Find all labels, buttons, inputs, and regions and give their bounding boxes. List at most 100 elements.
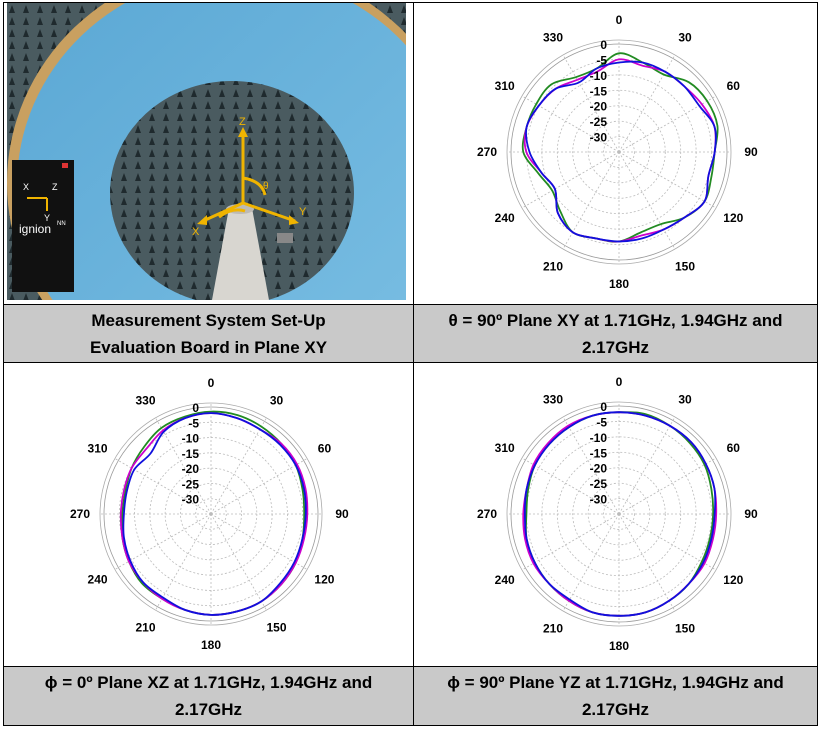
radial-tick-label: -20 (590, 462, 608, 476)
pattern-series-line (122, 412, 307, 616)
grid-spoke (210, 458, 308, 515)
grid-circle (572, 467, 666, 561)
caption-line: θ = 90º Plane XY at 1.71GHz, 1.94GHz and (448, 310, 783, 330)
polar-chart-xz: 03060901201501802102402703103300-5-10-15… (70, 376, 349, 652)
grid-circle (603, 498, 635, 530)
caption-measurement-setup: Measurement System Set-Up Evaluation Boa… (4, 305, 413, 362)
pattern-series-line (521, 52, 719, 243)
table-divider-row1 (3, 304, 818, 305)
axis-x-label: X (192, 226, 200, 238)
radial-tick-label: -30 (590, 493, 608, 507)
measurement-setup-photo: X Z Y ignion NN Z Y X θ (7, 3, 406, 300)
grid-spoke (562, 513, 620, 612)
grid-circle (195, 498, 227, 530)
grid-spoke (562, 416, 620, 515)
outer-ring (506, 39, 732, 265)
angle-tick-label: 150 (675, 259, 695, 273)
outer-ring (99, 402, 323, 626)
angle-tick-label: 270 (70, 507, 90, 521)
radial-tick-label: -15 (590, 84, 608, 98)
angle-tick-label: 30 (678, 31, 692, 45)
angle-tick-label: 180 (609, 639, 629, 653)
angle-tick-label: 210 (135, 620, 155, 634)
board-axis-x-label: X (23, 182, 29, 192)
grid-circle (587, 482, 651, 546)
radial-tick-label: -20 (182, 462, 200, 476)
radial-tick-label: -25 (590, 477, 608, 491)
angle-tick-label: 0 (616, 13, 623, 27)
radial-tick-label: 0 (600, 38, 607, 52)
caption-plane-yz: ϕ = 90º Plane YZ at 1.71GHz, 1.94GHz and… (414, 667, 817, 725)
caption-line: ϕ = 0º Plane XZ at 1.71GHz, 1.94GHz and (44, 673, 373, 692)
polar-chart-xy-cell: 0 30 60 90 120 150 180 210 240 270 310 330 0 -5 -10 -15… (414, 3, 818, 304)
grid-spoke (155, 417, 212, 515)
grid-spoke (618, 151, 676, 250)
radial-tick-label: -15 (182, 447, 200, 461)
grid-spoke (618, 151, 717, 209)
caption-line: 2.17GHz (174, 700, 243, 719)
grid-spoke (521, 457, 620, 515)
grid-spoke (210, 513, 308, 570)
angle-tick-label: 330 (543, 31, 563, 45)
grid-spoke (210, 513, 267, 611)
grid-circle (103, 406, 319, 622)
grid-circle (572, 105, 666, 199)
angle-tick-label: 90 (744, 145, 758, 159)
axis-y-label: Y (299, 206, 307, 218)
caption-line: Measurement System Set-Up (91, 310, 326, 330)
angle-tick-label: 0 (208, 376, 215, 390)
radial-tick-label: -10 (590, 431, 608, 445)
grid-circle (118, 421, 304, 607)
radial-tick-label: -25 (182, 477, 200, 491)
radial-tick-label: -15 (590, 446, 608, 460)
caption-plane-xz: ϕ = 0º Plane XZ at 1.71GHz, 1.94GHz and … (4, 667, 413, 725)
radial-tick-label: 0 (192, 401, 199, 415)
grid-spoke (618, 416, 676, 515)
caption-line: ϕ = 90º Plane YZ at 1.71GHz, 1.94GHz and (447, 673, 784, 692)
pattern-series-line (525, 60, 717, 243)
table-divider-row3 (3, 666, 818, 667)
caption-line: 2.17GHz (581, 700, 650, 719)
polar-chart-xy: 03060901201501802102402703103300-5-10-15… (477, 13, 758, 291)
coordinate-system-icon (202, 133, 296, 223)
board-axes-icon (27, 197, 48, 211)
radial-tick-label: -5 (188, 416, 199, 430)
table-divider-row2 (3, 362, 818, 363)
polar-chart-xz-cell: 0 30 60 90 120 150 180 210 240 270 310 330 0 -5 -10 -15… (4, 363, 413, 666)
radial-tick-label: -10 (590, 69, 608, 83)
angle-tick-label: 60 (727, 79, 741, 93)
angle-tick-label: 310 (495, 79, 515, 93)
axis-z-label: Z (239, 116, 246, 128)
angle-tick-label: 90 (744, 507, 758, 521)
brand-logo-text: ignion (19, 222, 51, 236)
grid-spoke (618, 54, 676, 153)
radial-tick-label: -25 (590, 115, 608, 129)
angle-tick-label: 120 (723, 211, 743, 225)
angle-tick-label: 60 (727, 441, 741, 455)
angle-tick-label: 30 (678, 393, 692, 407)
caption-line: 2.17GHz (581, 337, 650, 357)
angle-tick-label: 310 (88, 442, 108, 456)
radial-tick-label: -20 (590, 100, 608, 114)
grid-spoke (618, 457, 717, 515)
grid-spoke (618, 513, 676, 612)
grid-circle (603, 136, 635, 168)
radial-tick-label: 0 (600, 400, 607, 414)
grid-spoke (562, 54, 620, 153)
grid-spoke (562, 151, 620, 250)
angle-tick-label: 60 (318, 442, 332, 456)
angle-tick-label: 310 (495, 441, 515, 455)
angle-tick-label: 240 (88, 573, 108, 587)
angle-tick-label: 270 (477, 507, 497, 521)
grid-spoke (521, 151, 620, 209)
figure-table (3, 2, 818, 726)
grid-spoke (618, 513, 717, 571)
angle-tick-label: 240 (495, 211, 515, 225)
angle-tick-label: 30 (270, 394, 284, 408)
board-axis-y-label: Y (44, 213, 50, 223)
angle-tick-label: 210 (543, 259, 563, 273)
grid-spoke (210, 417, 267, 515)
angle-tick-label: 330 (543, 393, 563, 407)
brand-logo-superscript: NN (57, 221, 66, 227)
angle-tick-label: 120 (723, 573, 743, 587)
